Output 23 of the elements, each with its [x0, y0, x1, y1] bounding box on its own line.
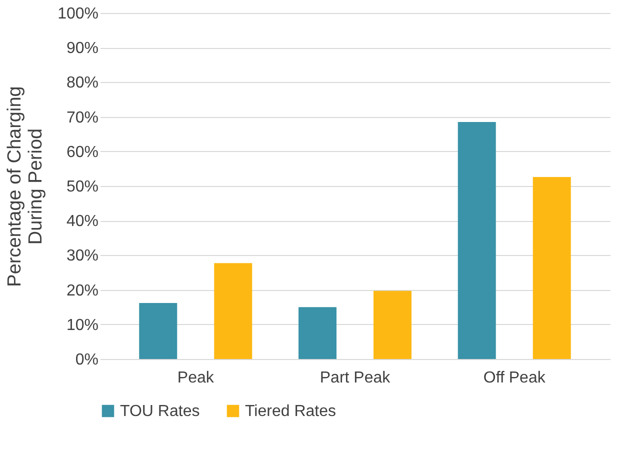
x-tick-label: Peak: [177, 370, 215, 386]
y-tick-label: 50%: [66, 178, 98, 196]
bar: [214, 263, 252, 359]
legend-label: TOU Rates: [120, 403, 200, 420]
y-tick-label: 70%: [66, 109, 98, 126]
x-tick-label: Off Peak: [483, 370, 546, 386]
bar: [532, 177, 571, 359]
y-tick-label: 90%: [66, 40, 98, 58]
y-tick-label: 10%: [66, 316, 98, 334]
y-tick-label: 0%: [75, 352, 98, 368]
x-tick-label: Part Peak: [320, 370, 392, 386]
y-tick-label: 60%: [66, 144, 98, 161]
y-tick-label: 40%: [66, 213, 98, 230]
y-tick-label: 20%: [66, 282, 98, 300]
y-tick-label: 100%: [58, 6, 98, 22]
legend-label: Tiered Rates: [245, 403, 336, 420]
bar: [298, 307, 336, 359]
bar: [139, 302, 178, 359]
y-tick-label: 80%: [66, 74, 98, 92]
y-tick-label: 30%: [66, 248, 98, 265]
y-axis-title: Percentage of Charging During Period: [4, 86, 47, 287]
bar: [374, 290, 412, 359]
bar: [458, 122, 496, 359]
